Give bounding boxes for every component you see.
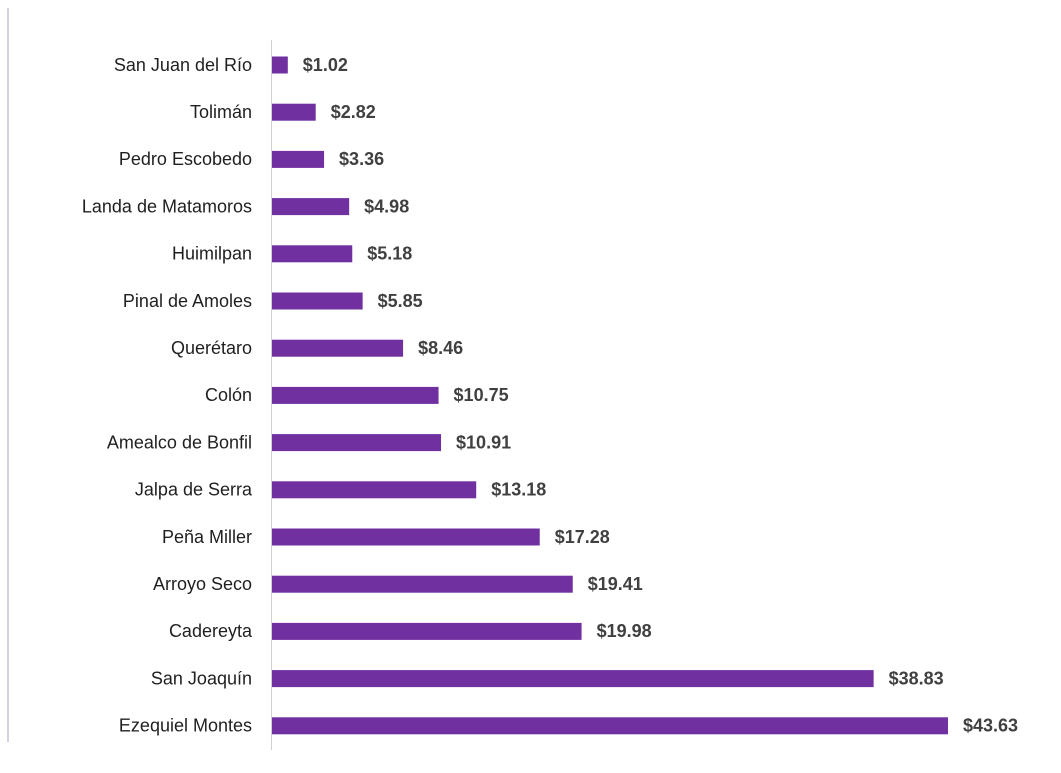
bar xyxy=(272,339,404,357)
data-label: $10.75 xyxy=(454,385,509,405)
data-label: $5.18 xyxy=(367,244,412,264)
category-label: Jalpa de Serra xyxy=(135,480,253,500)
data-label: $4.98 xyxy=(364,196,409,216)
data-label: $2.82 xyxy=(331,102,376,122)
bar xyxy=(272,198,350,216)
category-label: Peña Miller xyxy=(162,527,252,547)
category-label: Arroyo Seco xyxy=(153,574,252,594)
data-label: $17.28 xyxy=(555,527,610,547)
data-label: $13.18 xyxy=(491,480,546,500)
category-label: Huimilpan xyxy=(172,244,252,264)
bar xyxy=(272,622,582,640)
data-label: $43.63 xyxy=(963,716,1018,736)
bar xyxy=(272,56,288,74)
bar xyxy=(272,292,363,310)
data-label: $19.98 xyxy=(597,621,652,641)
bar xyxy=(272,575,573,593)
category-label: Ezequiel Montes xyxy=(119,716,252,736)
category-label: San Joaquín xyxy=(151,668,252,688)
category-label: San Juan del Río xyxy=(114,55,252,75)
data-label: $3.36 xyxy=(339,149,384,169)
data-label: $1.02 xyxy=(303,55,348,75)
category-label: Landa de Matamoros xyxy=(82,196,252,216)
bar xyxy=(272,528,540,546)
category-label: Amealco de Bonfil xyxy=(107,432,252,452)
category-label: Querétaro xyxy=(171,338,252,358)
category-label: Pinal de Amoles xyxy=(123,291,252,311)
bar xyxy=(272,434,442,452)
data-label: $19.41 xyxy=(588,574,643,594)
category-label: Colón xyxy=(205,385,252,405)
data-label: $10.91 xyxy=(456,432,511,452)
category-label: Tolimán xyxy=(190,102,252,122)
category-label: Cadereyta xyxy=(169,621,253,641)
bar xyxy=(272,245,353,263)
bar xyxy=(272,386,439,404)
data-label: $38.83 xyxy=(889,668,944,688)
category-label: Pedro Escobedo xyxy=(119,149,252,169)
data-label: $5.85 xyxy=(378,291,423,311)
bar xyxy=(272,481,477,499)
data-label: $8.46 xyxy=(418,338,463,358)
bar xyxy=(272,150,325,168)
bar xyxy=(272,670,874,688)
bar xyxy=(272,717,948,735)
bar xyxy=(272,103,316,121)
